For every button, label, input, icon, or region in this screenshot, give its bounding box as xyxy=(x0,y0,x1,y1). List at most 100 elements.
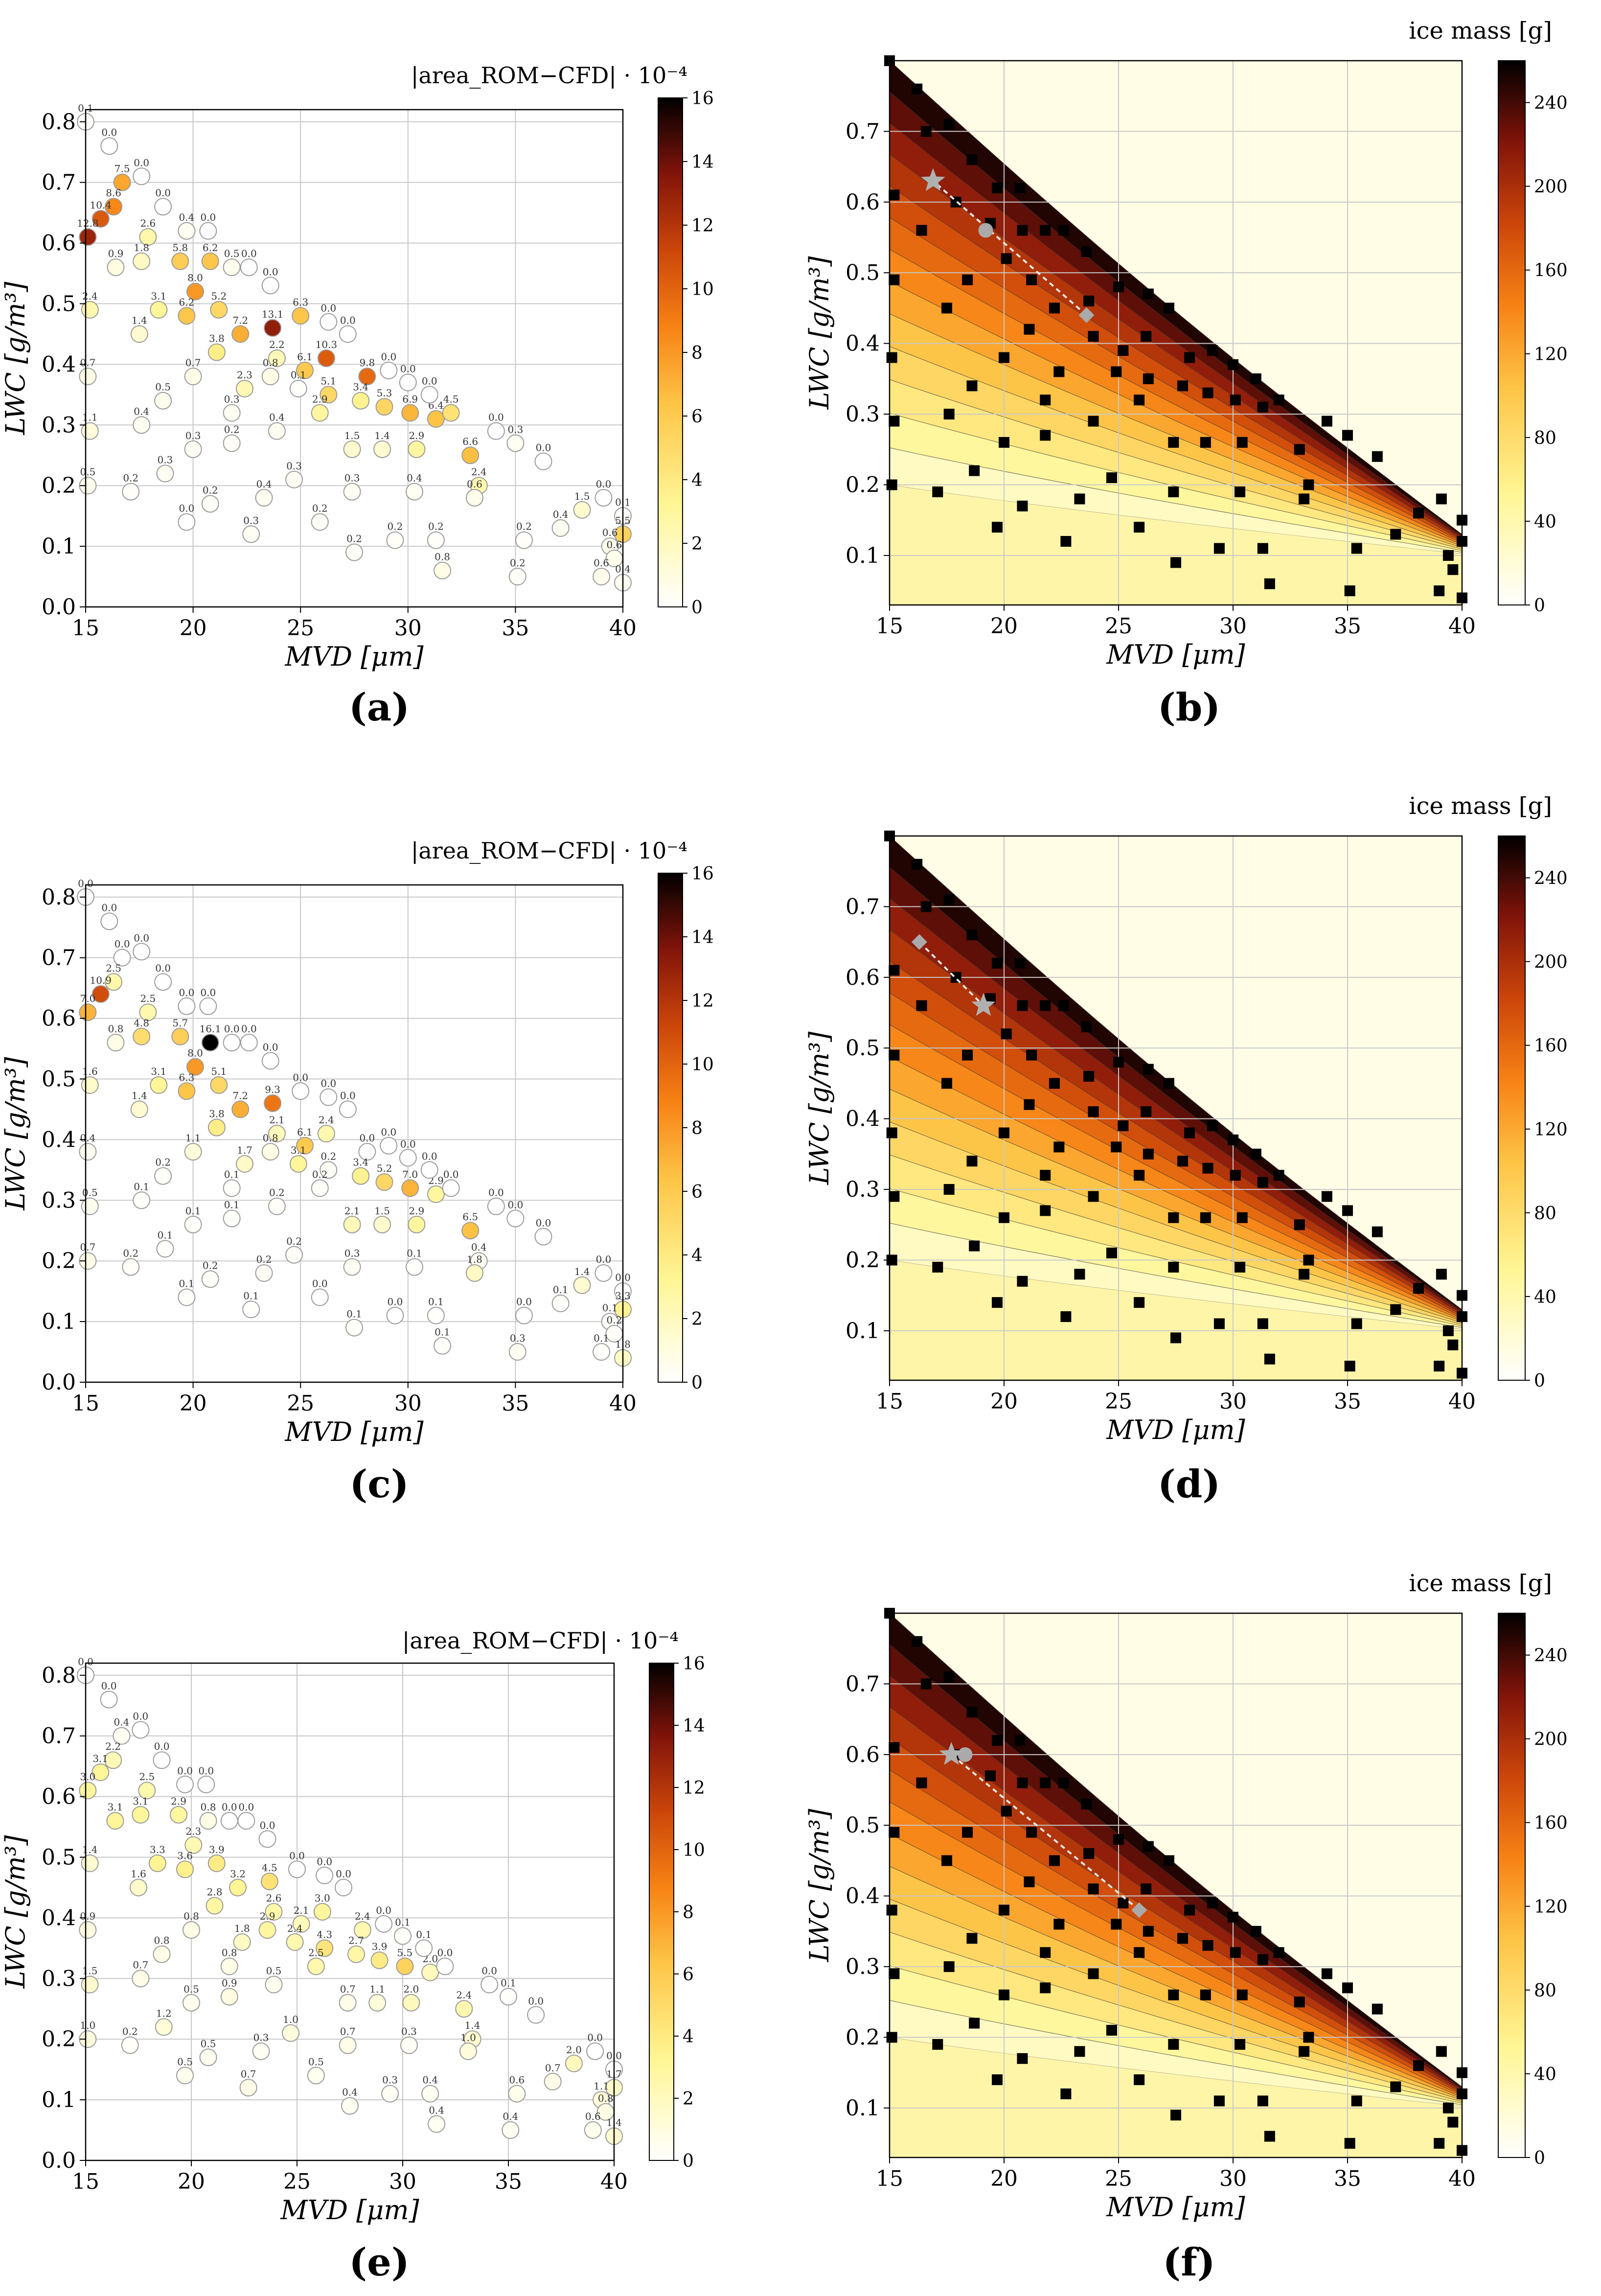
sample-point xyxy=(1074,1269,1085,1280)
data-label: 0.4 xyxy=(80,1132,95,1144)
y-tick-label: 0.4 xyxy=(42,1905,76,1930)
y-tick-label: 0.0 xyxy=(42,595,76,620)
mid-circle xyxy=(958,1747,973,1762)
sample-point xyxy=(1299,493,1310,505)
data-label: 0.3 xyxy=(507,423,523,435)
data-point xyxy=(223,1209,241,1228)
x-tick-label: 30 xyxy=(389,2169,416,2194)
sample-point xyxy=(1058,225,1069,236)
x-tick-label: 35 xyxy=(495,2169,522,2194)
sample-point xyxy=(1413,1283,1424,1294)
data-point xyxy=(434,561,452,580)
data-label: 2.9 xyxy=(171,1795,186,1807)
data-label: 3.0 xyxy=(315,1892,330,1904)
data-point xyxy=(408,1215,426,1233)
data-label: 0.3 xyxy=(344,472,360,484)
data-label: 6.3 xyxy=(293,296,308,308)
sample-point xyxy=(1088,331,1099,342)
data-label: 0.5 xyxy=(155,381,171,393)
sample-point xyxy=(1040,225,1051,236)
data-label: 0.0 xyxy=(536,1217,551,1229)
sample-point xyxy=(941,1855,952,1866)
start-diamond xyxy=(1131,1902,1147,1918)
sample-point xyxy=(1040,1000,1051,1011)
sample-point xyxy=(1113,1057,1124,1068)
data-point xyxy=(258,1921,276,1939)
sample-point xyxy=(1351,2095,1362,2107)
sample-point xyxy=(1250,373,1261,384)
sample-point xyxy=(1235,486,1246,497)
data-label: 8.6 xyxy=(106,187,121,199)
data-label: 3.0 xyxy=(80,1771,95,1783)
data-point xyxy=(79,1921,97,1939)
data-point xyxy=(201,1034,219,1052)
colorbar-tick-label: 4 xyxy=(683,2027,694,2047)
data-label: 0.2 xyxy=(312,1169,328,1181)
sample-point xyxy=(1001,253,1012,264)
colorbar-tick-label: 240 xyxy=(1534,1646,1568,1666)
sample-point xyxy=(991,522,1003,533)
data-point xyxy=(231,325,250,343)
x-tick-label: 15 xyxy=(72,2169,99,2194)
data-point xyxy=(370,1951,389,1970)
data-label: 0.0 xyxy=(381,1126,396,1138)
data-label: 0.0 xyxy=(312,1278,328,1290)
data-label: 5.7 xyxy=(172,1017,188,1029)
data-point xyxy=(508,568,526,586)
data-label: 2.4 xyxy=(82,290,98,302)
data-label: 3.8 xyxy=(209,1108,225,1120)
data-label: 2.4 xyxy=(471,466,487,478)
sample-point xyxy=(1040,1205,1051,1216)
colorbar-tick-label: 120 xyxy=(1534,1897,1568,1917)
sample-point xyxy=(999,1989,1009,2000)
sample-point xyxy=(912,858,923,870)
sample-point xyxy=(1442,1325,1454,1336)
data-label: 0.7 xyxy=(80,357,95,369)
data-point xyxy=(401,1179,419,1197)
sample-point xyxy=(1017,1000,1028,1011)
sample-point xyxy=(966,1156,978,1167)
data-label: 0.0 xyxy=(179,987,195,998)
x-tick-label: 20 xyxy=(990,1389,1018,1414)
sample-point xyxy=(1168,2039,1179,2050)
data-point xyxy=(220,1988,238,2006)
sample-point xyxy=(1200,437,1211,448)
sample-point xyxy=(991,2074,1003,2086)
plot-area xyxy=(86,1663,614,2160)
data-label: 0.5 xyxy=(82,1187,98,1199)
data-label: 0.0 xyxy=(488,1187,504,1199)
colorbar-tick-label: 6 xyxy=(683,1965,694,1985)
caption-e: (e) xyxy=(349,2240,410,2285)
data-label: 0.0 xyxy=(224,1023,240,1035)
sample-point xyxy=(1264,1353,1275,1365)
data-label: 0.0 xyxy=(317,1856,332,1868)
sample-point xyxy=(1017,2053,1028,2064)
data-label: 3.1 xyxy=(133,1795,148,1807)
data-point xyxy=(320,313,338,331)
data-label: 0.2 xyxy=(320,1150,336,1162)
data-point xyxy=(352,1167,370,1185)
data-point xyxy=(104,1751,122,1769)
data-point xyxy=(428,2115,446,2133)
data-point xyxy=(296,361,314,379)
path-arrow xyxy=(951,1754,1140,1911)
data-point xyxy=(311,404,329,422)
y-tick-label: 0.5 xyxy=(846,1813,880,1838)
data-point xyxy=(427,531,445,549)
data-label: 0.3 xyxy=(401,2026,417,2038)
colorbar-title: ice mass [g] xyxy=(1409,17,1552,45)
data-label: 0.7 xyxy=(545,2062,561,2074)
data-point xyxy=(375,398,393,416)
colorbar-tick-label: 2 xyxy=(691,1309,703,1329)
y-tick-label: 0.4 xyxy=(42,1127,76,1152)
sample-point xyxy=(1014,957,1026,969)
data-point xyxy=(100,912,118,930)
data-point xyxy=(292,1082,310,1100)
sample-point xyxy=(943,1961,955,1972)
sample-point xyxy=(1081,246,1092,257)
data-point xyxy=(184,1143,202,1161)
data-label: 0.0 xyxy=(241,1023,257,1035)
data-label: 2.1 xyxy=(294,1904,309,1916)
colorbar-tick-label: 80 xyxy=(1534,428,1556,448)
data-point xyxy=(130,1879,147,1897)
